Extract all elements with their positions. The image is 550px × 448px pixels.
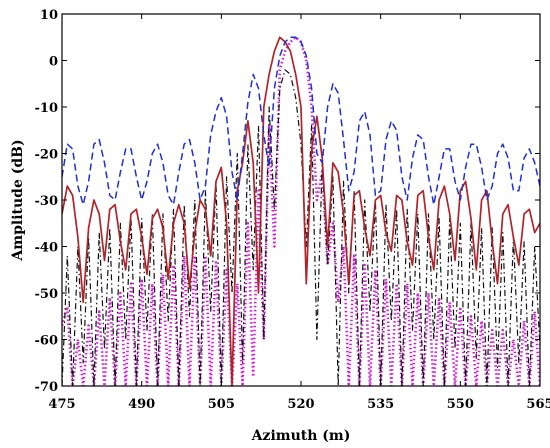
y-tick-label: -70: [35, 380, 59, 395]
x-tick-label: 535: [367, 397, 394, 412]
y-tick-label: -50: [35, 287, 59, 302]
series-line-dash-dot: [62, 69, 540, 386]
x-tick-label: 520: [287, 397, 314, 412]
x-tick-label: 475: [48, 397, 75, 412]
x-tick-label: 565: [526, 397, 550, 412]
y-tick-label: 10: [40, 8, 58, 23]
x-axis-label: Azimuth (m): [251, 428, 351, 444]
y-tick-label: -30: [35, 194, 59, 209]
plot-frame: [61, 13, 541, 387]
y-tick-label: -20: [35, 148, 59, 163]
series-line-solid: [62, 36, 540, 386]
x-tick-label: 550: [447, 397, 474, 412]
series-layer: [62, 36, 540, 386]
y-axis-label: Amplitude (dB): [10, 139, 26, 261]
y-tick-label: -60: [35, 334, 59, 349]
tick-layer: 475 490 505 520 535 550 565 -70 -60 -50 -40 -30 -20 -…: [35, 8, 550, 412]
x-tick-label: 490: [128, 397, 155, 412]
y-tick-label: 0: [49, 55, 58, 70]
x-tick-label: 505: [208, 397, 235, 412]
y-tick-label: -10: [35, 101, 59, 116]
series-line-dashed: [62, 36, 540, 206]
y-tick-label: -40: [35, 241, 59, 256]
